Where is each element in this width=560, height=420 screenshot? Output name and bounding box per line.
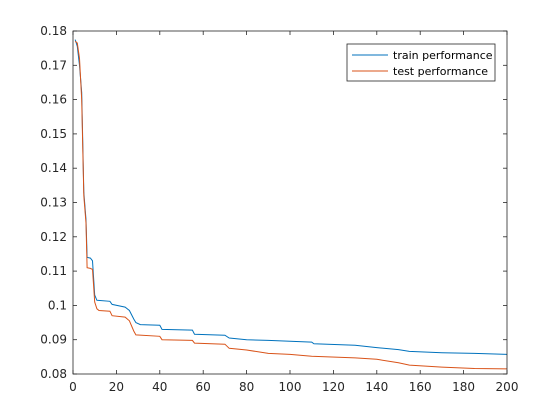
y-tick-label: 0.16 [40, 93, 67, 107]
x-tick-label: 60 [196, 380, 211, 394]
y-tick-label: 0.08 [40, 367, 67, 381]
y-tick-label: 0.1 [48, 298, 67, 312]
x-tick-label: 0 [69, 380, 77, 394]
x-tick-label: 100 [279, 380, 302, 394]
y-tick-label: 0.12 [40, 230, 67, 244]
series-line-test [74, 40, 508, 370]
y-tick-label: 0.14 [40, 161, 67, 175]
x-tick-label: 140 [365, 380, 388, 394]
x-tick-label: 20 [109, 380, 124, 394]
y-tick-label: 0.09 [40, 333, 67, 347]
legend: train performance test performance [346, 43, 496, 82]
x-tick-label: 180 [452, 380, 475, 394]
y-axis-ticks: 0.08 0.09 0.1 0.11 0.12 0.13 0.14 0.15 0.16 0.17 0… [40, 24, 507, 381]
y-tick-label: 0.11 [40, 264, 67, 278]
x-tick-label: 160 [409, 380, 432, 394]
x-tick-label: 120 [322, 380, 345, 394]
legend-label-test: test performance [393, 65, 488, 78]
y-tick-label: 0.17 [40, 58, 67, 72]
x-tick-label: 40 [152, 380, 167, 394]
y-tick-label: 0.18 [40, 24, 67, 38]
legend-label-train: train performance [393, 49, 493, 62]
plot-area [73, 31, 507, 374]
x-axis-ticks: 0 20 40 60 80 100 120 140 160 180 200 [69, 31, 518, 394]
y-tick-label: 0.15 [40, 127, 67, 141]
x-tick-label: 200 [496, 380, 519, 394]
legend-box [346, 43, 496, 82]
x-tick-label: 80 [239, 380, 254, 394]
y-tick-label: 0.13 [40, 196, 67, 210]
series-layer [74, 39, 508, 370]
